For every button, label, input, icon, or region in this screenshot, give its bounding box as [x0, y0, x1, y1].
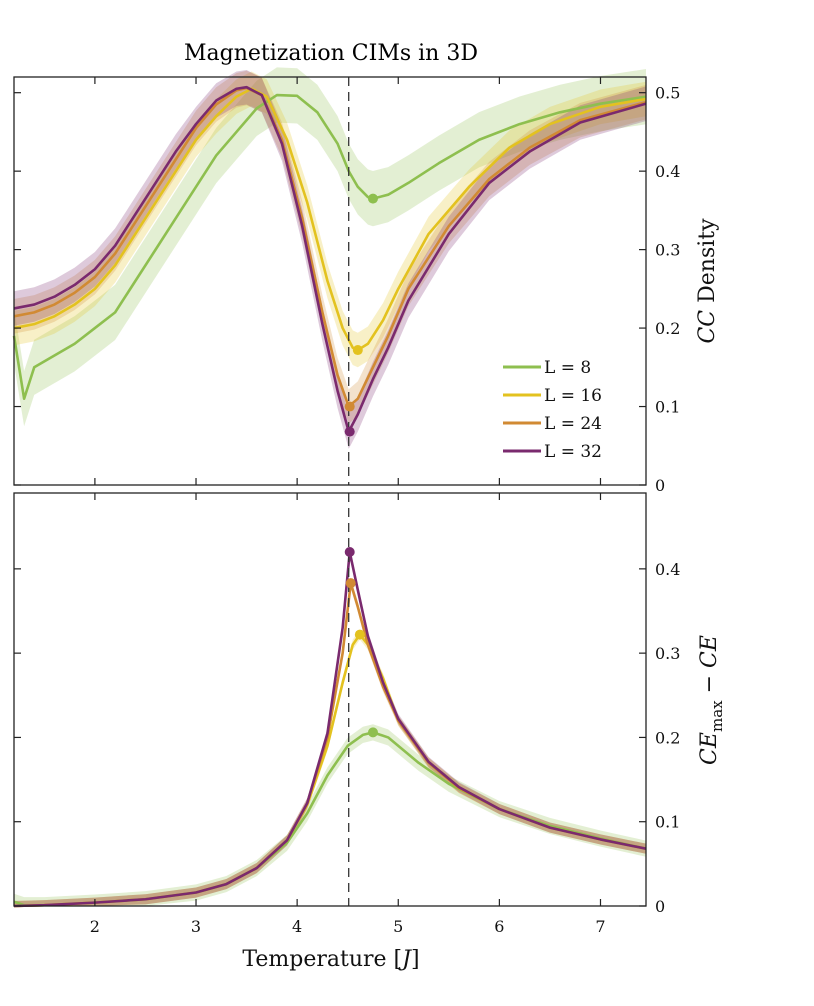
- x-tick-label-2: 2: [90, 917, 100, 936]
- legend-label-2: L = 24: [544, 414, 602, 434]
- top-marker-L32: [344, 426, 355, 437]
- top-y-tick-label-5: 0.5: [655, 84, 680, 103]
- legend: L = 8 L = 16 L = 24 L = 32: [503, 358, 602, 462]
- top-y-tick-label-0: 0: [655, 476, 665, 495]
- bottom-panel: 2 3 4 5 6 7 0 0.1 0.2 0.3 0.4 CEmax − CE Temperatu…: [13, 492, 726, 972]
- bottom-plot-frame: [13, 492, 647, 907]
- x-tick-label-7: 7: [595, 917, 605, 936]
- bottom-marker-L32: [344, 547, 355, 557]
- x-axis-label: Temperature [J]: [242, 947, 419, 972]
- top-markers: [344, 193, 378, 437]
- legend-label-1: L = 16: [544, 386, 602, 406]
- x-tick-label-3: 3: [191, 917, 201, 936]
- bottom-series-lines: [13, 550, 647, 908]
- legend-label-3: L = 32: [544, 442, 602, 462]
- top-y-axis-label: CC Density: [695, 218, 720, 344]
- bottom-line-L24: [13, 581, 647, 908]
- x-tick-label-4: 4: [292, 917, 302, 936]
- top-line-L32: [13, 85, 647, 433]
- top-y-tick-label-2: 0.2: [655, 319, 680, 338]
- bottom-marker-L16: [354, 629, 365, 640]
- top-line-L16: [13, 87, 647, 352]
- bottom-y-tick-label-3: 0.3: [655, 644, 680, 663]
- bottom-y-tick-label-0: 0: [655, 897, 665, 916]
- top-band-L16: [14, 71, 646, 368]
- x-tick-label-6: 6: [494, 917, 504, 936]
- top-marker-L24: [344, 401, 355, 412]
- top-band-L8: [14, 67, 646, 427]
- bottom-markers: [344, 547, 378, 738]
- bottom-y-tick-label-4: 0.4: [655, 560, 680, 579]
- top-y-tick-label-1: 0.1: [655, 398, 680, 417]
- bottom-band-L24: [14, 578, 646, 906]
- top-plot-frame: [13, 76, 647, 486]
- bottom-marker-L24: [345, 578, 356, 589]
- chart-title: Magnetization CIMs in 3D: [184, 41, 478, 66]
- top-marker-L8: [367, 193, 378, 204]
- bottom-y-axis-label: CEmax − CE: [697, 635, 726, 765]
- top-ticks: 0 0.1 0.2 0.3 0.4 0.5: [14, 77, 680, 495]
- legend-label-0: L = 8: [544, 358, 591, 378]
- bottom-ticks: 2 3 4 5 6 7 0 0.1 0.2 0.3 0.4: [14, 493, 680, 936]
- bottom-y-tick-label-1: 0.1: [655, 813, 680, 832]
- top-panel: 0 0.1 0.2 0.3 0.4 0.5 L = 8 L = 16 L = 24 L = 32…: [12, 67, 720, 495]
- bottom-y-tick-label-2: 0.2: [655, 728, 680, 747]
- top-y-tick-label-4: 0.4: [655, 162, 680, 181]
- x-tick-label-5: 5: [393, 917, 403, 936]
- bottom-marker-L8: [367, 727, 378, 738]
- top-marker-L16: [352, 345, 363, 356]
- bottom-line-L32: [13, 550, 647, 908]
- top-series-lines: [12, 85, 647, 433]
- bottom-band-L8: [14, 724, 646, 906]
- top-line-L8: [12, 93, 647, 400]
- top-y-tick-label-3: 0.3: [655, 241, 680, 260]
